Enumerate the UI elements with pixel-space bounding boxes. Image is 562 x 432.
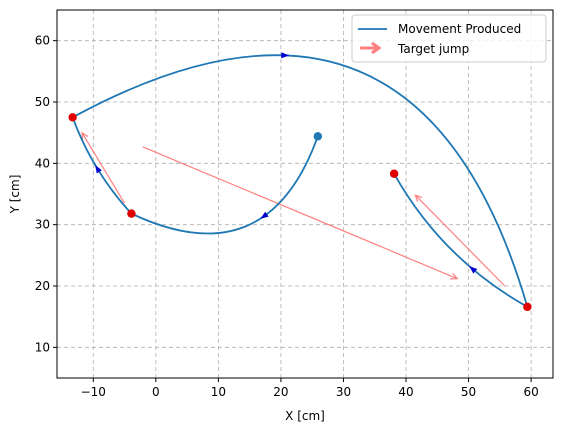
y-tick-label: 10 xyxy=(35,340,50,354)
target-point xyxy=(389,169,399,178)
target-point xyxy=(127,209,136,218)
legend-target-jump-swatch xyxy=(360,41,382,55)
movement-path xyxy=(72,54,529,308)
movement-direction-arrow xyxy=(469,266,478,274)
plot-frame xyxy=(56,9,554,379)
x-tick-label: 40 xyxy=(398,385,413,399)
target-jump-arrow xyxy=(81,131,126,204)
y-tick-label: 20 xyxy=(35,279,50,293)
legend-target-jump-label: Target jump xyxy=(397,42,469,56)
legend-box xyxy=(351,14,547,63)
target-jump-line xyxy=(142,146,458,280)
target-jump-head xyxy=(450,272,459,280)
x-tick-label: 50 xyxy=(461,385,476,399)
y-tick-label: 60 xyxy=(35,34,50,48)
legend-movement-label: Movement Produced xyxy=(398,22,521,36)
target-jump-head xyxy=(81,131,89,140)
ticks: −10 0 10 20 30 40 50 60 10 20 30 40 50 60 xyxy=(35,34,539,399)
target-jump-line xyxy=(81,132,126,204)
y-tick-label: 50 xyxy=(35,95,50,109)
plot-background xyxy=(57,10,553,378)
movement-direction-arrow xyxy=(281,52,290,59)
legend: Movement Produced Target jump xyxy=(351,14,547,63)
x-tick-label: 10 xyxy=(211,385,226,399)
target-point xyxy=(523,302,532,312)
x-tick-label: 20 xyxy=(273,385,288,399)
movement-start-point xyxy=(313,132,323,141)
target-jump-line xyxy=(414,194,506,287)
x-tick-label: −10 xyxy=(81,385,106,399)
x-axis-label: X [cm] xyxy=(285,409,325,423)
target-point xyxy=(68,113,77,122)
x-tick-label: 0 xyxy=(152,385,160,399)
x-tick-label: 60 xyxy=(523,385,538,399)
y-tick-label: 30 xyxy=(35,218,50,232)
target-jump-arrow xyxy=(414,194,506,287)
y-tick-label: 40 xyxy=(35,156,50,170)
movement-path xyxy=(393,173,528,308)
movement-direction-arrow xyxy=(260,211,269,219)
y-axis-label: Y [cm] xyxy=(8,175,22,215)
movement-direction-arrow xyxy=(95,165,102,174)
target-jump-head xyxy=(414,194,423,203)
grid xyxy=(57,10,553,378)
x-tick-label: 30 xyxy=(336,385,351,399)
data-layer xyxy=(68,52,532,312)
movement-path xyxy=(131,136,319,235)
target-jump-arrow xyxy=(142,146,459,280)
